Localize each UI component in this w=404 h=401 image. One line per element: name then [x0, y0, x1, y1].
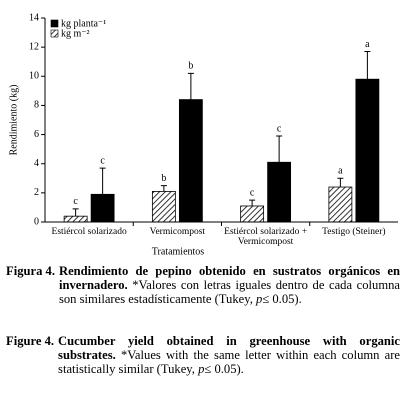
bar [63, 215, 88, 223]
caption-text: Cucumber yield obtained in greenhouse wi… [58, 334, 400, 376]
caption-note-end: ≤ 0.05). [262, 292, 302, 306]
x-tick-label: Vermicompost [149, 227, 206, 237]
legend-label: kg m⁻² [61, 28, 90, 39]
legend-label: kg planta⁻¹ [61, 18, 106, 29]
y-tick-label: 6 [34, 129, 39, 140]
caption-text: Rendimiento de pepino obtenido en sustra… [59, 264, 400, 306]
caption-title: Cucumber yield obtained in greenhouse wi… [58, 334, 400, 362]
caption-label: Figure 4. [6, 334, 55, 348]
caption-italic: p [256, 292, 263, 306]
significance-letter: c [250, 187, 255, 198]
significance-letter: c [277, 123, 282, 134]
caption-title: Rendimiento de pepino obtenido en sustra… [58, 264, 400, 292]
significance-letter: b [188, 61, 193, 72]
caption-en: Figure 4. Cucumber yield obtained in gre… [6, 334, 400, 376]
y-tick-label: 12 [29, 41, 39, 52]
y-tick-label: 8 [34, 100, 39, 111]
caption-note: *Values with the same letter within each… [58, 348, 400, 376]
bar [151, 190, 176, 223]
error-bar [187, 72, 194, 100]
legend-swatch [50, 29, 59, 38]
y-tick-label: 0 [34, 216, 39, 227]
x-tick-label: Testigo (Steiner) [322, 227, 386, 237]
error-bar [337, 177, 344, 188]
y-axis-title: Rendimiento (kg) [8, 85, 19, 156]
significance-letter: c [100, 155, 105, 166]
y-tick-label: 14 [29, 12, 39, 23]
chart: Rendimiento (kg) Tratamientos 0 2 4 6 8 10 12 1… [8, 12, 398, 257]
caption-note-end: ≤ 0.05). [204, 362, 244, 376]
error-bar [99, 167, 106, 195]
x-axis-title: Tratamientos [152, 246, 205, 257]
bar [178, 99, 203, 223]
y-tick-label: 4 [34, 158, 39, 169]
caption-es: Figura 4. Rendimiento de pepino obtenido… [6, 264, 400, 306]
significance-letter: a [338, 166, 343, 177]
caption-italic: p [198, 362, 205, 376]
error-bar [249, 199, 256, 206]
significance-letter: a [365, 39, 370, 50]
error-bar [364, 51, 371, 80]
error-bar [276, 135, 283, 163]
bar [90, 193, 115, 223]
x-tick-label: Estiércol solarizado [51, 227, 127, 237]
significance-letter: b [161, 173, 166, 184]
caption-note: *Valores con letras iguales dentro de ca… [58, 278, 400, 306]
caption-label: Figura 4. [6, 264, 55, 278]
significance-letter: c [73, 196, 78, 207]
legend-swatch [50, 19, 59, 28]
bar [267, 161, 292, 223]
bar [328, 186, 353, 223]
bar [355, 78, 380, 223]
y-tick-label: 10 [29, 71, 39, 82]
error-bar [72, 208, 79, 217]
error-bar [160, 185, 167, 192]
bar [240, 205, 265, 223]
y-tick-label: 2 [34, 187, 39, 198]
x-tick-label: Estiércol solarizado + Vermicompost [224, 227, 308, 247]
